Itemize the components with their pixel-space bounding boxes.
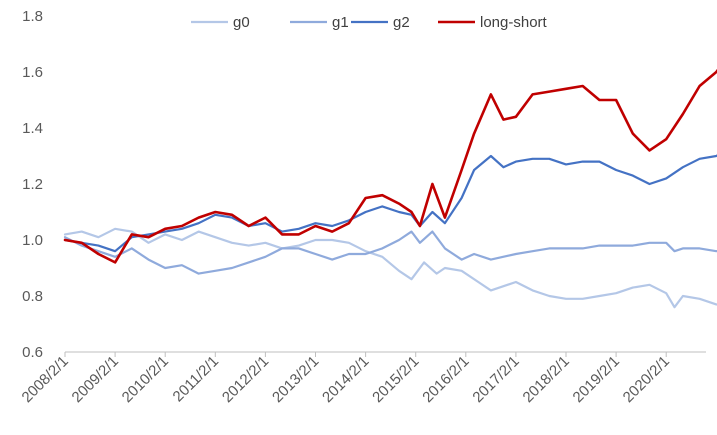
- x-tick-label: 2015/2/1: [369, 353, 422, 406]
- series-line-long-short: [63, 68, 717, 264]
- x-tick-label: 2012/2/1: [219, 353, 272, 406]
- x-tick-label: 2011/2/1: [170, 353, 223, 406]
- y-axis: 0.6 0.8 1.0 1.2 1.4 1.6 1.8: [22, 8, 43, 361]
- legend-label-g2: g2: [393, 14, 410, 31]
- x-tick-label: 2017/2/1: [469, 353, 522, 406]
- series-line-g1: [63, 230, 717, 275]
- y-tick-label: 1.2: [22, 176, 43, 193]
- legend-label-g1: g1: [332, 14, 349, 31]
- x-tick-label: 2019/2/1: [570, 353, 623, 406]
- x-tick-label: 2020/2/1: [620, 353, 673, 406]
- y-tick-label: 1.8: [22, 8, 43, 25]
- x-tick-label: 2013/2/1: [269, 353, 322, 406]
- x-tick-label: 2009/2/1: [69, 353, 122, 406]
- x-axis: 2008/2/12009/2/12010/2/12011/2/12012/2/1…: [19, 351, 706, 406]
- series-layer: [63, 68, 717, 309]
- legend-label-long-short: long-short: [480, 14, 548, 31]
- x-tick-label: 2010/2/1: [119, 353, 172, 406]
- y-tick-label: 1.4: [22, 120, 43, 137]
- series-line-g2: [63, 154, 717, 253]
- y-tick-label: 0.6: [22, 344, 43, 361]
- legend-label-g0: g0: [233, 14, 250, 31]
- y-tick-label: 1.0: [22, 232, 43, 249]
- legend: g0 g1 g2 long-short: [191, 14, 548, 31]
- x-tick-label: 2016/2/1: [419, 353, 472, 406]
- x-tick-label: 2014/2/1: [319, 353, 372, 406]
- x-tick-label: 2018/2/1: [520, 353, 573, 406]
- series-line-g0: [63, 227, 717, 309]
- y-tick-label: 0.8: [22, 288, 43, 305]
- y-tick-label: 1.6: [22, 64, 43, 81]
